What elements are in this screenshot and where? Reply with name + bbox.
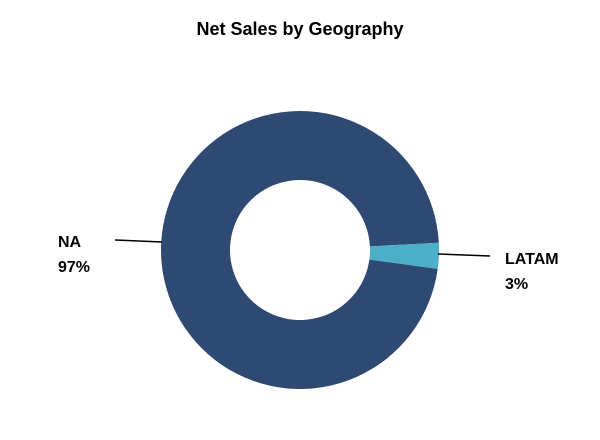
donut-slice <box>161 111 439 390</box>
category-label: NA <box>58 234 82 251</box>
donut-slice <box>369 242 439 269</box>
chart-title: Net Sales by Geography <box>196 19 403 39</box>
leader-line <box>114 239 163 243</box>
value-label: 3% <box>505 276 528 293</box>
leader-line <box>437 253 491 257</box>
value-label: 97% <box>58 259 90 276</box>
category-label: LATAM <box>505 251 559 268</box>
